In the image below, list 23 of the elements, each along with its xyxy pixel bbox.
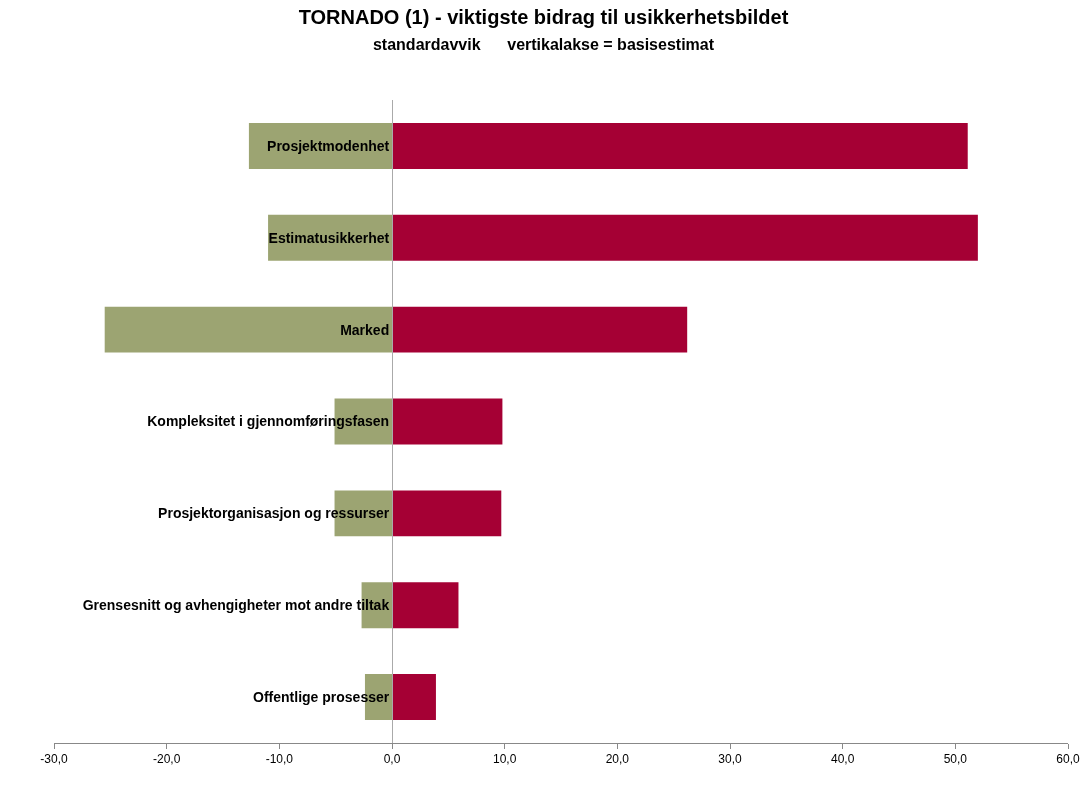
y-tick-label: Marked <box>340 321 390 338</box>
chart-title: TORNADO (1) - viktigste bidrag til usikkerhetsbildet <box>298 5 789 28</box>
bar <box>392 398 503 445</box>
x-tick-label: 60,0 <box>1056 752 1080 767</box>
bar <box>392 674 436 721</box>
bar <box>392 306 688 353</box>
x-tick-label: 40,0 <box>830 752 855 767</box>
x-tick-label: 10,0 <box>492 752 517 767</box>
y-tick-label: Estimatusikkerhet <box>268 229 390 246</box>
y-tick-label: Prosjektmodenhet <box>267 137 390 154</box>
x-tick-label: -10,0 <box>265 752 294 767</box>
x-tick-label: 30,0 <box>718 752 742 767</box>
bar <box>104 306 392 353</box>
x-tick-label: 20,0 <box>605 752 630 767</box>
x-tick-label: 0,0 <box>383 752 401 767</box>
x-tick-label: -20,0 <box>152 752 181 767</box>
chart-subtitle: standardavvik vertikalakse = basisestimat <box>372 35 715 53</box>
bar <box>392 214 978 261</box>
bar <box>392 122 968 169</box>
bar <box>392 582 459 629</box>
x-tick-label: -30,0 <box>40 752 68 767</box>
x-tick-label: 50,0 <box>943 752 968 767</box>
bar <box>392 490 502 537</box>
